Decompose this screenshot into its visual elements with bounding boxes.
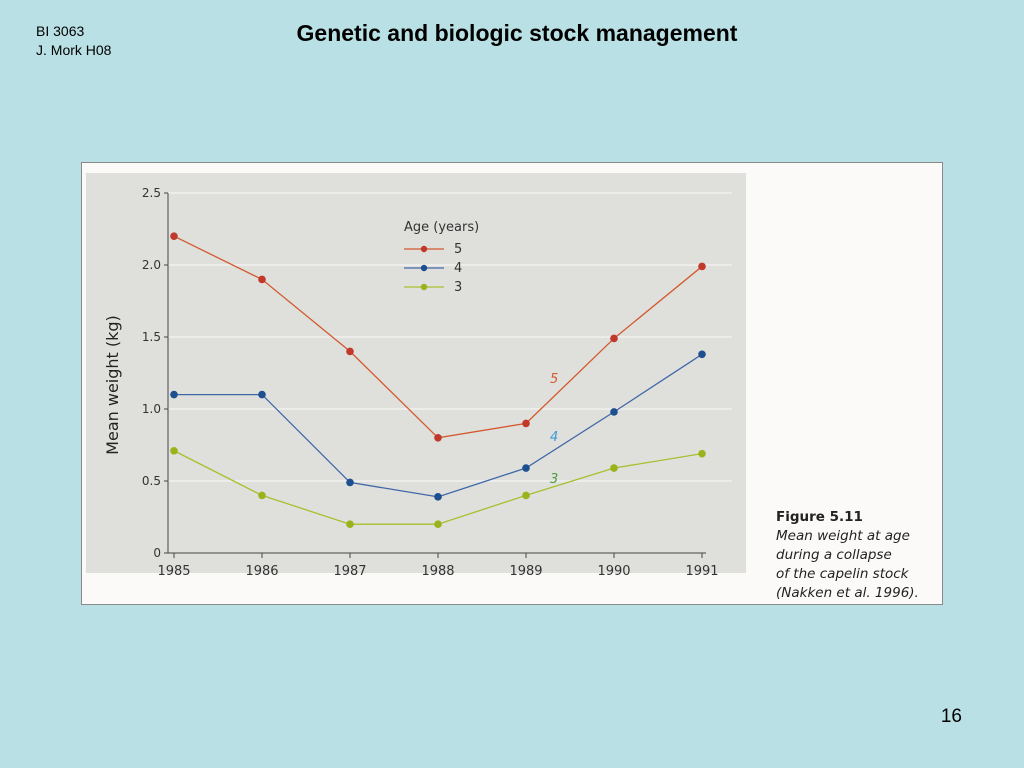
course-info: BI 3063 J. Mork H08 bbox=[36, 22, 111, 60]
data-point-age-4 bbox=[522, 464, 530, 472]
data-point-age-5 bbox=[610, 334, 618, 343]
caption-line-1: Mean weight at age bbox=[776, 528, 910, 544]
figure-frame: 0 0.5 1.0 1.5 2.0 2.5 1985 1986 1987 1988 1989 1990… bbox=[81, 162, 943, 605]
y-tick-label: 1.0 bbox=[142, 402, 161, 416]
line-chart: 0 0.5 1.0 1.5 2.0 2.5 1985 1986 1987 1988 1989 1990… bbox=[86, 173, 746, 579]
legend-label-age-5: 5 bbox=[454, 242, 462, 257]
data-point-age-3 bbox=[610, 464, 618, 472]
data-point-age-4 bbox=[610, 408, 618, 416]
data-point-age-5 bbox=[346, 347, 354, 356]
course-code: BI 3063 bbox=[36, 23, 85, 39]
caption-line-3: of the capelin stock bbox=[776, 566, 909, 582]
plot-background bbox=[86, 173, 746, 573]
legend-label-age-3: 3 bbox=[454, 280, 462, 295]
slide-number: 16 bbox=[940, 706, 962, 727]
data-point-age-5 bbox=[698, 262, 706, 271]
data-point-age-5 bbox=[522, 419, 530, 428]
x-tick-label: 1989 bbox=[509, 564, 542, 579]
data-point-age-3 bbox=[698, 449, 706, 458]
x-tick-label: 1985 bbox=[157, 564, 190, 579]
series-annotation-age-5: 5 bbox=[550, 372, 558, 387]
data-point-age-3 bbox=[434, 520, 442, 528]
data-point-age-4 bbox=[170, 390, 178, 399]
y-tick-label: 1.5 bbox=[142, 330, 161, 344]
caption-line-4: (Nakken et al. 1996). bbox=[776, 585, 919, 601]
course-author: J. Mork H08 bbox=[36, 42, 112, 58]
series-annotation-age-3: 3 bbox=[550, 472, 558, 487]
y-axis-title: Mean weight (kg) bbox=[103, 315, 122, 455]
figure-caption: Figure 5.11 Mean weight at age during a … bbox=[776, 508, 919, 603]
legend-title: Age (years) bbox=[404, 220, 479, 235]
data-point-age-4 bbox=[698, 350, 706, 359]
legend-marker-age-3 bbox=[420, 283, 428, 291]
legend-label-age-4: 4 bbox=[454, 261, 462, 276]
series-annotation-age-4: 4 bbox=[550, 430, 558, 445]
data-point-age-3 bbox=[258, 491, 266, 500]
x-tick-label: 1990 bbox=[597, 564, 630, 579]
x-tick-label: 1988 bbox=[421, 564, 454, 579]
y-tick-label: 0.5 bbox=[142, 474, 161, 488]
data-point-age-5 bbox=[170, 232, 178, 240]
caption-line-2: during a collapse bbox=[776, 547, 892, 563]
data-point-age-4 bbox=[434, 493, 442, 501]
data-point-age-3 bbox=[346, 520, 354, 528]
legend-marker-age-5 bbox=[420, 245, 428, 253]
legend-marker-age-4 bbox=[420, 264, 428, 272]
x-tick-label: 1987 bbox=[333, 564, 366, 579]
y-tick-label: 2.0 bbox=[142, 258, 161, 272]
x-tick-label: 1986 bbox=[245, 564, 278, 579]
data-point-age-3 bbox=[522, 491, 530, 500]
data-point-age-4 bbox=[346, 478, 354, 487]
slide-title: Genetic and biologic stock management bbox=[296, 20, 738, 46]
data-point-age-3 bbox=[170, 446, 178, 455]
x-tick-label: 1991 bbox=[685, 564, 718, 579]
data-point-age-5 bbox=[258, 275, 266, 284]
data-point-age-5 bbox=[434, 434, 442, 442]
data-point-age-4 bbox=[258, 390, 266, 399]
y-tick-label: 2.5 bbox=[142, 186, 161, 200]
figure-label: Figure 5.11 bbox=[776, 509, 863, 525]
y-tick-label: 0 bbox=[153, 546, 161, 560]
